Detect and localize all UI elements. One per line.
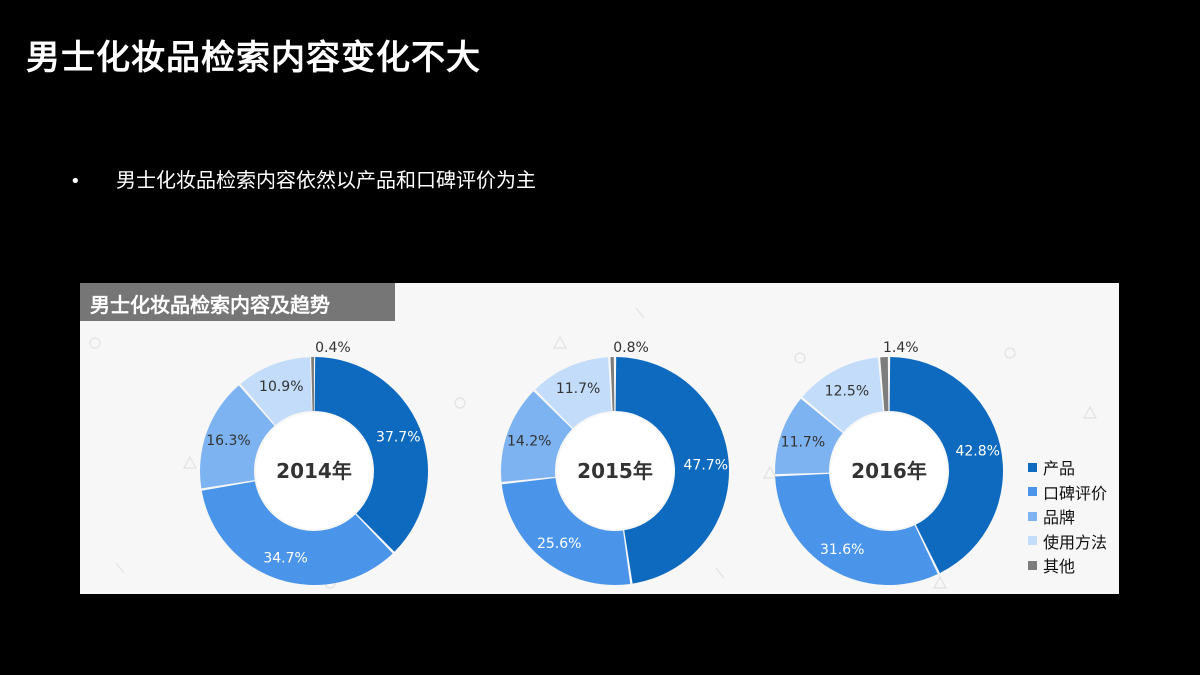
legend-label: 产品 [1043,459,1076,479]
legend-item-product: 产品 [1028,455,1118,480]
bullet-dot: • [70,171,81,192]
donut-slice [775,473,938,585]
donut-slice [200,385,275,489]
donut-slice [889,357,1004,574]
donut-slice [535,357,612,429]
panel-title: 男士化妆品检索内容及趋势 [90,293,330,317]
donut-slice [501,391,573,482]
donut-charts: 37.7% 34.7% 16.3% 10.9% 0.4% 2014年 47.7% 25.6% 1… [89,307,1098,589]
bullet-point: • 男士化妆品检索内容依然以产品和口碑评价为主 [70,164,536,193]
legend-swatch [1028,511,1037,521]
legend-swatch [1028,487,1037,497]
donut-slice [201,481,393,585]
data-label: 12.5% [825,383,869,399]
data-label: 10.9% [259,379,303,395]
donut-slice [501,478,631,585]
data-label: 11.7% [781,435,825,451]
slide-title: 男士化妆品检索内容变化不大 [26,38,481,78]
legend-label: 品牌 [1043,508,1076,528]
chart-title: 2014年 [276,459,352,483]
data-label: 42.8% [955,444,999,460]
legend-label: 使用方法 [1043,532,1108,552]
legend-swatch [1028,560,1037,570]
data-label: 14.2% [507,434,551,450]
legend-swatch [1028,536,1037,546]
data-label: 31.6% [820,542,864,558]
legend-item-reviews: 口碑评价 [1028,480,1118,505]
donut-hole [256,413,372,529]
chart-title: 2015年 [577,459,653,483]
donut-slice [311,357,314,412]
legend-label: 口碑评价 [1043,483,1108,503]
donut-slice [314,357,428,552]
chart-title: 2016年 [851,459,927,483]
donut-slice [774,398,843,475]
data-label: 0.8% [613,340,649,356]
donut-hole [557,413,673,529]
chart-panel: 37.7% 34.7% 16.3% 10.9% 0.4% 2014年 47.7% 25.6% 1… [80,283,1119,594]
data-label: 37.7% [376,430,420,446]
donut-slice [610,357,615,412]
donut-slice [802,357,884,432]
data-label: 47.7% [684,457,728,473]
donut-slice [880,357,889,412]
legend-label: 其他 [1043,557,1076,577]
data-label: 0.4% [315,340,351,356]
data-label: 16.3% [206,433,250,449]
data-label: 25.6% [537,536,581,552]
donut-hole [831,413,947,529]
legend-item-brand: 品牌 [1028,504,1118,529]
data-label: 11.7% [556,381,600,397]
donut-slice [240,357,312,426]
donut-slice [615,357,730,584]
panel-header: 男士化妆品检索内容及趋势 [80,283,395,321]
legend-swatch [1028,462,1037,472]
legend-item-usage: 使用方法 [1028,529,1118,554]
legend-item-other: 其他 [1028,553,1118,578]
data-label: 1.4% [883,340,919,356]
bullet-text: 男士化妆品检索内容依然以产品和口碑评价为主 [116,168,536,192]
data-label: 34.7% [263,550,307,566]
chart-legend: 产品 口碑评价 品牌 使用方法 其他 [1028,455,1118,578]
